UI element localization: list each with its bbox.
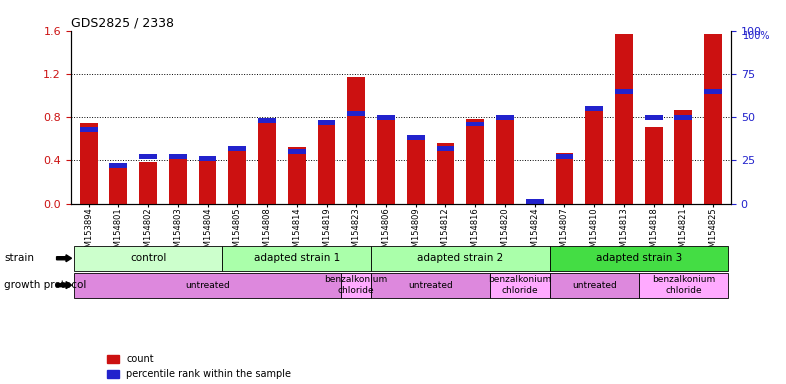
Legend: count, percentile rank within the sample: count, percentile rank within the sample bbox=[107, 354, 292, 379]
Bar bbox=[526, 201, 544, 204]
Text: adapted strain 3: adapted strain 3 bbox=[596, 253, 682, 263]
Bar bbox=[139, 154, 157, 159]
Bar bbox=[436, 146, 454, 151]
Bar bbox=[229, 149, 246, 204]
Bar bbox=[496, 115, 514, 119]
Text: adapted strain 2: adapted strain 2 bbox=[417, 253, 504, 263]
Bar bbox=[674, 109, 692, 204]
Bar bbox=[199, 156, 216, 161]
Text: benzalkonium
chloride: benzalkonium chloride bbox=[652, 275, 715, 295]
Bar bbox=[109, 163, 127, 168]
Bar bbox=[199, 161, 216, 204]
Bar bbox=[169, 154, 187, 159]
Bar bbox=[466, 119, 484, 204]
Bar bbox=[79, 127, 97, 132]
Bar bbox=[318, 120, 336, 125]
Text: benzalkonium
chloride: benzalkonium chloride bbox=[325, 275, 387, 295]
Bar bbox=[407, 136, 424, 204]
Text: benzalkonium
chloride: benzalkonium chloride bbox=[488, 275, 552, 295]
Text: 100%: 100% bbox=[743, 31, 770, 41]
Text: untreated: untreated bbox=[571, 281, 616, 290]
Bar bbox=[586, 106, 603, 204]
Bar bbox=[229, 146, 246, 151]
Bar bbox=[377, 115, 395, 204]
Bar bbox=[704, 34, 722, 204]
Text: adapted strain 1: adapted strain 1 bbox=[254, 253, 340, 263]
Bar bbox=[288, 147, 306, 204]
Text: control: control bbox=[130, 253, 167, 263]
Bar bbox=[139, 162, 157, 204]
Text: untreated: untreated bbox=[185, 281, 230, 290]
Bar bbox=[258, 118, 276, 123]
Bar bbox=[109, 166, 127, 204]
Bar bbox=[645, 127, 663, 204]
Bar bbox=[586, 106, 603, 111]
Bar bbox=[704, 89, 722, 94]
Bar bbox=[674, 115, 692, 119]
Bar bbox=[526, 199, 544, 204]
Bar bbox=[496, 115, 514, 204]
Bar bbox=[436, 143, 454, 204]
Bar bbox=[615, 34, 633, 204]
Bar bbox=[377, 115, 395, 119]
Bar bbox=[556, 153, 573, 204]
Bar bbox=[347, 111, 365, 116]
Bar bbox=[347, 77, 365, 204]
Bar bbox=[466, 122, 484, 126]
Text: strain: strain bbox=[4, 253, 34, 263]
Bar bbox=[407, 136, 424, 140]
Bar bbox=[615, 89, 633, 94]
Text: growth protocol: growth protocol bbox=[4, 280, 86, 290]
Bar bbox=[556, 154, 573, 159]
Text: untreated: untreated bbox=[408, 281, 453, 290]
Bar bbox=[169, 159, 187, 204]
Text: GDS2825 / 2338: GDS2825 / 2338 bbox=[71, 17, 174, 30]
Bar bbox=[288, 149, 306, 154]
Bar bbox=[645, 115, 663, 119]
Bar bbox=[318, 125, 336, 204]
Bar bbox=[79, 122, 97, 204]
Bar bbox=[258, 119, 276, 204]
